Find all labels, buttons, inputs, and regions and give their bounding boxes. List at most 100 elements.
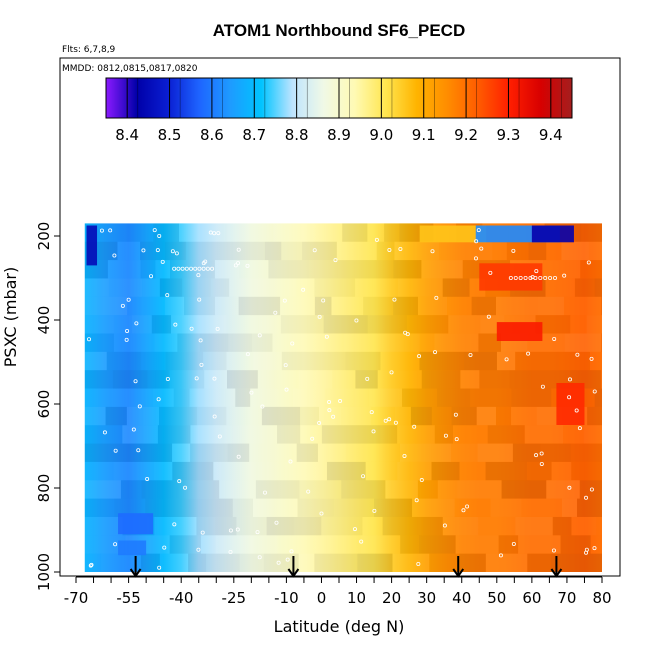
heatmap-level-band [448, 315, 481, 334]
sample-marker [589, 356, 594, 361]
heatmap-level-band [300, 425, 322, 443]
heatmap-level-band [429, 553, 459, 572]
sample-marker [203, 259, 208, 264]
y-tick-label: 1000 [35, 553, 53, 591]
heatmap-level-band [154, 516, 197, 536]
heatmap-level-band [257, 370, 299, 389]
heatmap-level-band [320, 535, 339, 554]
sample-marker [419, 478, 424, 483]
heatmap-level-band [84, 351, 107, 371]
heatmap-level-band [85, 554, 101, 572]
heatmap-level-band [238, 461, 257, 481]
sample-marker [176, 266, 181, 271]
heatmap-anomaly-patch [479, 263, 543, 291]
heatmap-level-band [392, 553, 430, 572]
colorbar-tick-label: 8.7 [242, 126, 266, 144]
heatmap-anomaly-patch [118, 540, 147, 556]
sample-marker [479, 246, 484, 251]
heatmap-level-band [209, 241, 225, 261]
heatmap-level-band [196, 516, 216, 536]
heatmap-level-band [84, 535, 126, 554]
heatmap-level-band [213, 461, 239, 481]
heatmap-level-band [342, 223, 368, 242]
heatmap-level-band [543, 260, 581, 279]
y-tick-label: 800 [35, 474, 53, 503]
heatmap-level-band [571, 516, 597, 536]
heatmap-level-band [325, 388, 355, 407]
heatmap-level-band [422, 516, 443, 536]
heatmap-level-band [385, 480, 418, 499]
sample-marker [488, 270, 493, 275]
heatmap-level-band [185, 241, 210, 261]
heatmap-level-band [341, 406, 372, 426]
heatmap-level-band [177, 333, 200, 352]
heatmap-level-band [453, 425, 488, 443]
chart-title: ATOM1 Northbound SF6_PECD [213, 21, 466, 40]
sample-marker [538, 275, 543, 280]
sample-marker [289, 549, 294, 554]
colorbar-tick-label: 9.3 [497, 126, 521, 144]
heatmap-level-band [159, 406, 197, 426]
sample-marker [173, 322, 178, 327]
dates-note: MMDD: 0812,0815,0817,0820 [62, 64, 198, 74]
heatmap-level-band [594, 278, 602, 297]
heatmap-level-band [434, 425, 454, 444]
heatmap-level-band [556, 443, 571, 462]
sample-marker [249, 390, 254, 395]
heatmap-level-band [264, 443, 297, 462]
heatmap-level-band [114, 498, 146, 517]
sample-marker [417, 354, 422, 359]
heatmap-level-band [153, 223, 180, 242]
heatmap-level-band [577, 498, 602, 517]
heatmap-level-band [281, 242, 302, 260]
sample-marker [194, 376, 199, 381]
heatmap-level-band [552, 516, 572, 536]
sample-marker [284, 387, 289, 392]
heatmap-level-band [239, 260, 268, 278]
sample-marker [534, 269, 539, 274]
heatmap-level-band [587, 296, 602, 316]
heatmap-level-band [384, 223, 400, 242]
heatmap-level-band [485, 461, 528, 481]
heatmap-level-band [485, 553, 528, 572]
heatmap-level-band [264, 241, 282, 261]
sample-marker [236, 454, 241, 459]
sample-marker [539, 451, 544, 456]
heatmap-level-band [590, 352, 602, 370]
heatmap-level-band [252, 333, 273, 352]
sample-marker [553, 275, 558, 280]
heatmap-level-band [159, 278, 183, 297]
heatmap-level-band [421, 370, 461, 389]
heatmap-level-band [278, 535, 321, 553]
sample-marker [352, 527, 357, 532]
heatmap-level-band [338, 535, 361, 554]
x-tick-label: 50 [487, 589, 506, 607]
sample-marker [180, 266, 185, 271]
heatmap-level-band [84, 406, 106, 426]
heatmap-level-band [380, 425, 398, 444]
heatmap-level-band [597, 517, 602, 535]
flights-note: Flts: 6,7,8,9 [62, 45, 116, 55]
heatmap-level-band [471, 296, 496, 316]
sample-marker [374, 237, 379, 242]
heatmap-level-band [545, 278, 575, 297]
heatmap-level-band [106, 351, 141, 371]
sample-marker [236, 261, 241, 266]
heatmap-level-band [355, 370, 378, 389]
heatmap-level-band [399, 443, 432, 462]
heatmap-level-band [439, 241, 479, 261]
heatmap-level-band [147, 370, 170, 389]
heatmap-level-band [417, 296, 448, 316]
heatmap-level-band [394, 406, 411, 426]
heatmap-level-band [277, 425, 301, 444]
sample-marker [290, 341, 295, 346]
colorbar-tick-label: 8.9 [327, 126, 351, 144]
sample-marker [208, 230, 213, 235]
colorbar: 8.4 8.5 8.6 8.7 8.8 8.9 9.0 9.1 9.2 9.3 9.4 [105, 77, 573, 144]
heatmap-level-band [298, 553, 315, 572]
sample-marker [137, 404, 142, 409]
heatmap-level-band [188, 553, 207, 572]
heatmap-level-band [299, 480, 341, 498]
heatmap-level-band [187, 498, 233, 517]
